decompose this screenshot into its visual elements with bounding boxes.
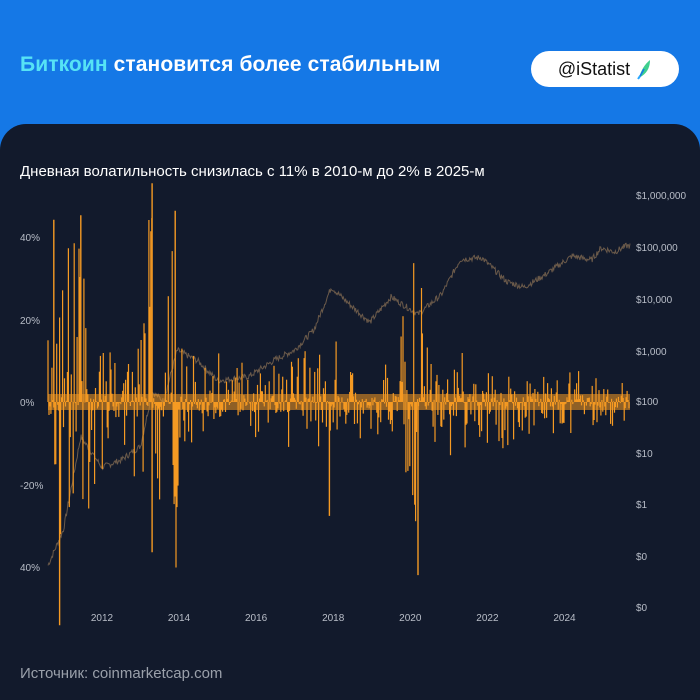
axes-layer: 40% 20% 0% -20% 40% $1,000,000 $100,000 $10,000… [20,191,686,624]
y-left-tick-label: 40% [20,233,40,244]
x-tick-label: 2016 [245,613,268,624]
x-tick-label: 2018 [322,613,345,624]
price-line-layer [47,242,631,566]
x-tick-label: 2022 [476,613,499,624]
x-tick-label: 2012 [91,613,114,624]
y-right-tick-label: $1,000 [636,347,667,358]
badge-label: @iStatist [557,58,631,79]
title-accent: Биткоин [20,53,108,76]
price-line [47,242,631,566]
x-tick-label: 2014 [168,613,191,624]
y-right-tick-label: $10 [636,449,653,460]
y-right-tick-label: $0 [636,552,648,563]
y-right-tick-label: $1,000,000 [636,191,686,202]
chart-card [0,124,700,700]
x-tick-label: 2024 [553,613,576,624]
y-right-tick-label: $10,000 [636,295,673,306]
feather-logo-icon [637,60,651,80]
volatility-bars-layer [47,183,630,626]
y-right-tick-label: $100 [636,397,659,408]
page-title: Биткоин становится более стабильным [20,53,441,77]
volatility-core-band [48,394,630,410]
y-left-tick-label: 0% [20,398,35,409]
source-note: Источник: coinmarketcap.com [20,665,223,682]
x-tick-label: 2020 [399,613,422,624]
y-right-tick-label: $1 [636,500,648,511]
chart-title: Дневная волатильность снизилась с 11% в … [20,163,485,180]
header: Биткоин становится более стабильным @iSt… [0,0,700,130]
y-right-tick-label: $0 [636,603,648,614]
y-left-tick-label: -20% [20,481,43,492]
y-left-tick-label: 40% [20,563,40,574]
y-right-tick-label: $100,000 [636,243,678,254]
istatist-badge[interactable]: @iStatist [531,51,679,87]
y-left-tick-label: 20% [20,316,40,327]
title-rest: становится более стабильным [107,53,441,76]
